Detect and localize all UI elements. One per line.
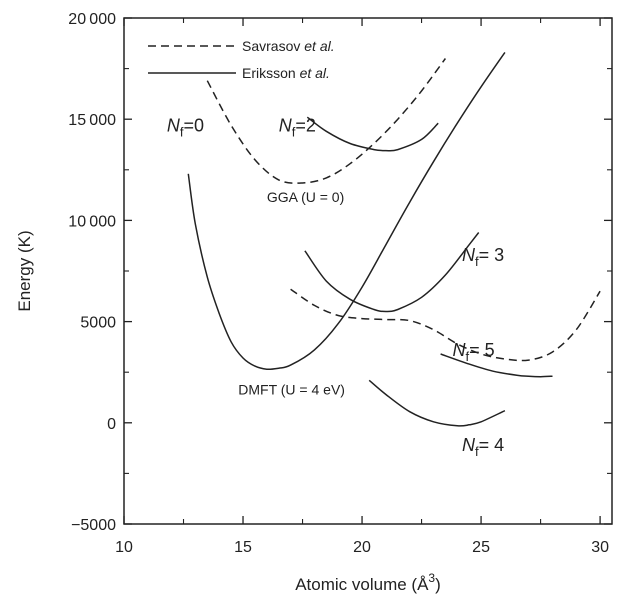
y-tick-label: 20 000 [68,11,116,28]
annotation-group: Nf=0 Nf=2 Nf= 3 Nf= 5 Nf= 4 GGA (U = 0) DMFT (… [167,115,504,459]
legend: Savrasov et al. Eriksson et al. [148,38,335,81]
x-tick-label: 25 [472,539,490,556]
curve-dmft-u-4-ev [290,288,601,362]
curve-nf-0 [187,51,506,371]
y-tick-label: 10 000 [68,213,116,230]
annotation-nf5: Nf= 5 [453,340,495,364]
axes [123,17,613,525]
x-tick-label: 10 [115,539,133,556]
y-tick-label: −5000 [71,517,116,534]
annotation-gga: GGA (U = 0) [267,189,344,205]
y-axis-label: Energy (K) [15,230,34,311]
annotation-dmft: DMFT (U = 4 eV) [238,381,345,397]
curve-nf-5 [440,353,553,378]
curve-gga-u-0 [206,58,447,184]
legend-label: Eriksson et al. [242,65,330,81]
y-tick-label: 0 [107,416,116,433]
annotation-nf3: Nf= 3 [462,245,504,269]
curve-nf-3 [304,232,480,313]
legend-label: Savrasov et al. [242,38,335,54]
x-axis-label: Atomic volume (Å3) [295,571,441,594]
x-tick-label: 20 [353,539,371,556]
curve-nf-2 [306,116,439,152]
y-tick-label: 5000 [80,315,116,332]
y-tick-label: 15 000 [68,112,116,129]
annotation-nf4: Nf= 4 [462,435,504,459]
plot-frame [123,17,613,525]
x-tick-label: 15 [234,539,252,556]
annotation-nf0: Nf=0 [167,115,204,139]
curve-group [187,51,601,427]
tick-group: 10 15 20 25 30 −5000 0 5000 10 000 15 000 20 000 [68,11,612,556]
annotation-nf2: Nf=2 [279,115,316,139]
x-tick-label: 30 [591,539,609,556]
curve-nf-4 [368,379,506,427]
